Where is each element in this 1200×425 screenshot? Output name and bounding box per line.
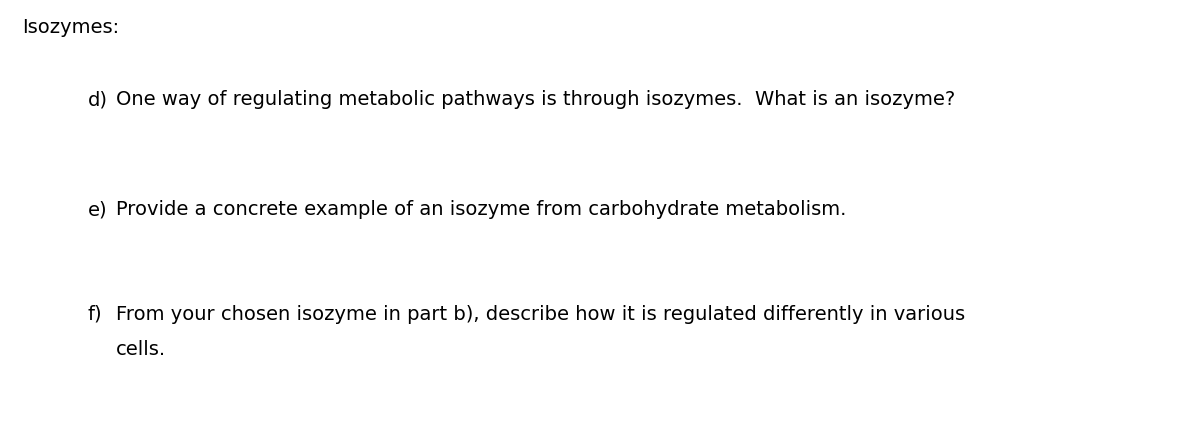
Text: e): e) [88,200,108,219]
Text: Isozymes:: Isozymes: [22,18,119,37]
Text: cells.: cells. [116,340,166,359]
Text: One way of regulating metabolic pathways is through isozymes.  What is an isozym: One way of regulating metabolic pathways… [116,90,955,109]
Text: d): d) [88,90,108,109]
Text: From your chosen isozyme in part b), describe how it is regulated differently in: From your chosen isozyme in part b), des… [116,305,965,324]
Text: f): f) [88,305,103,324]
Text: Provide a concrete example of an isozyme from carbohydrate metabolism.: Provide a concrete example of an isozyme… [116,200,846,219]
